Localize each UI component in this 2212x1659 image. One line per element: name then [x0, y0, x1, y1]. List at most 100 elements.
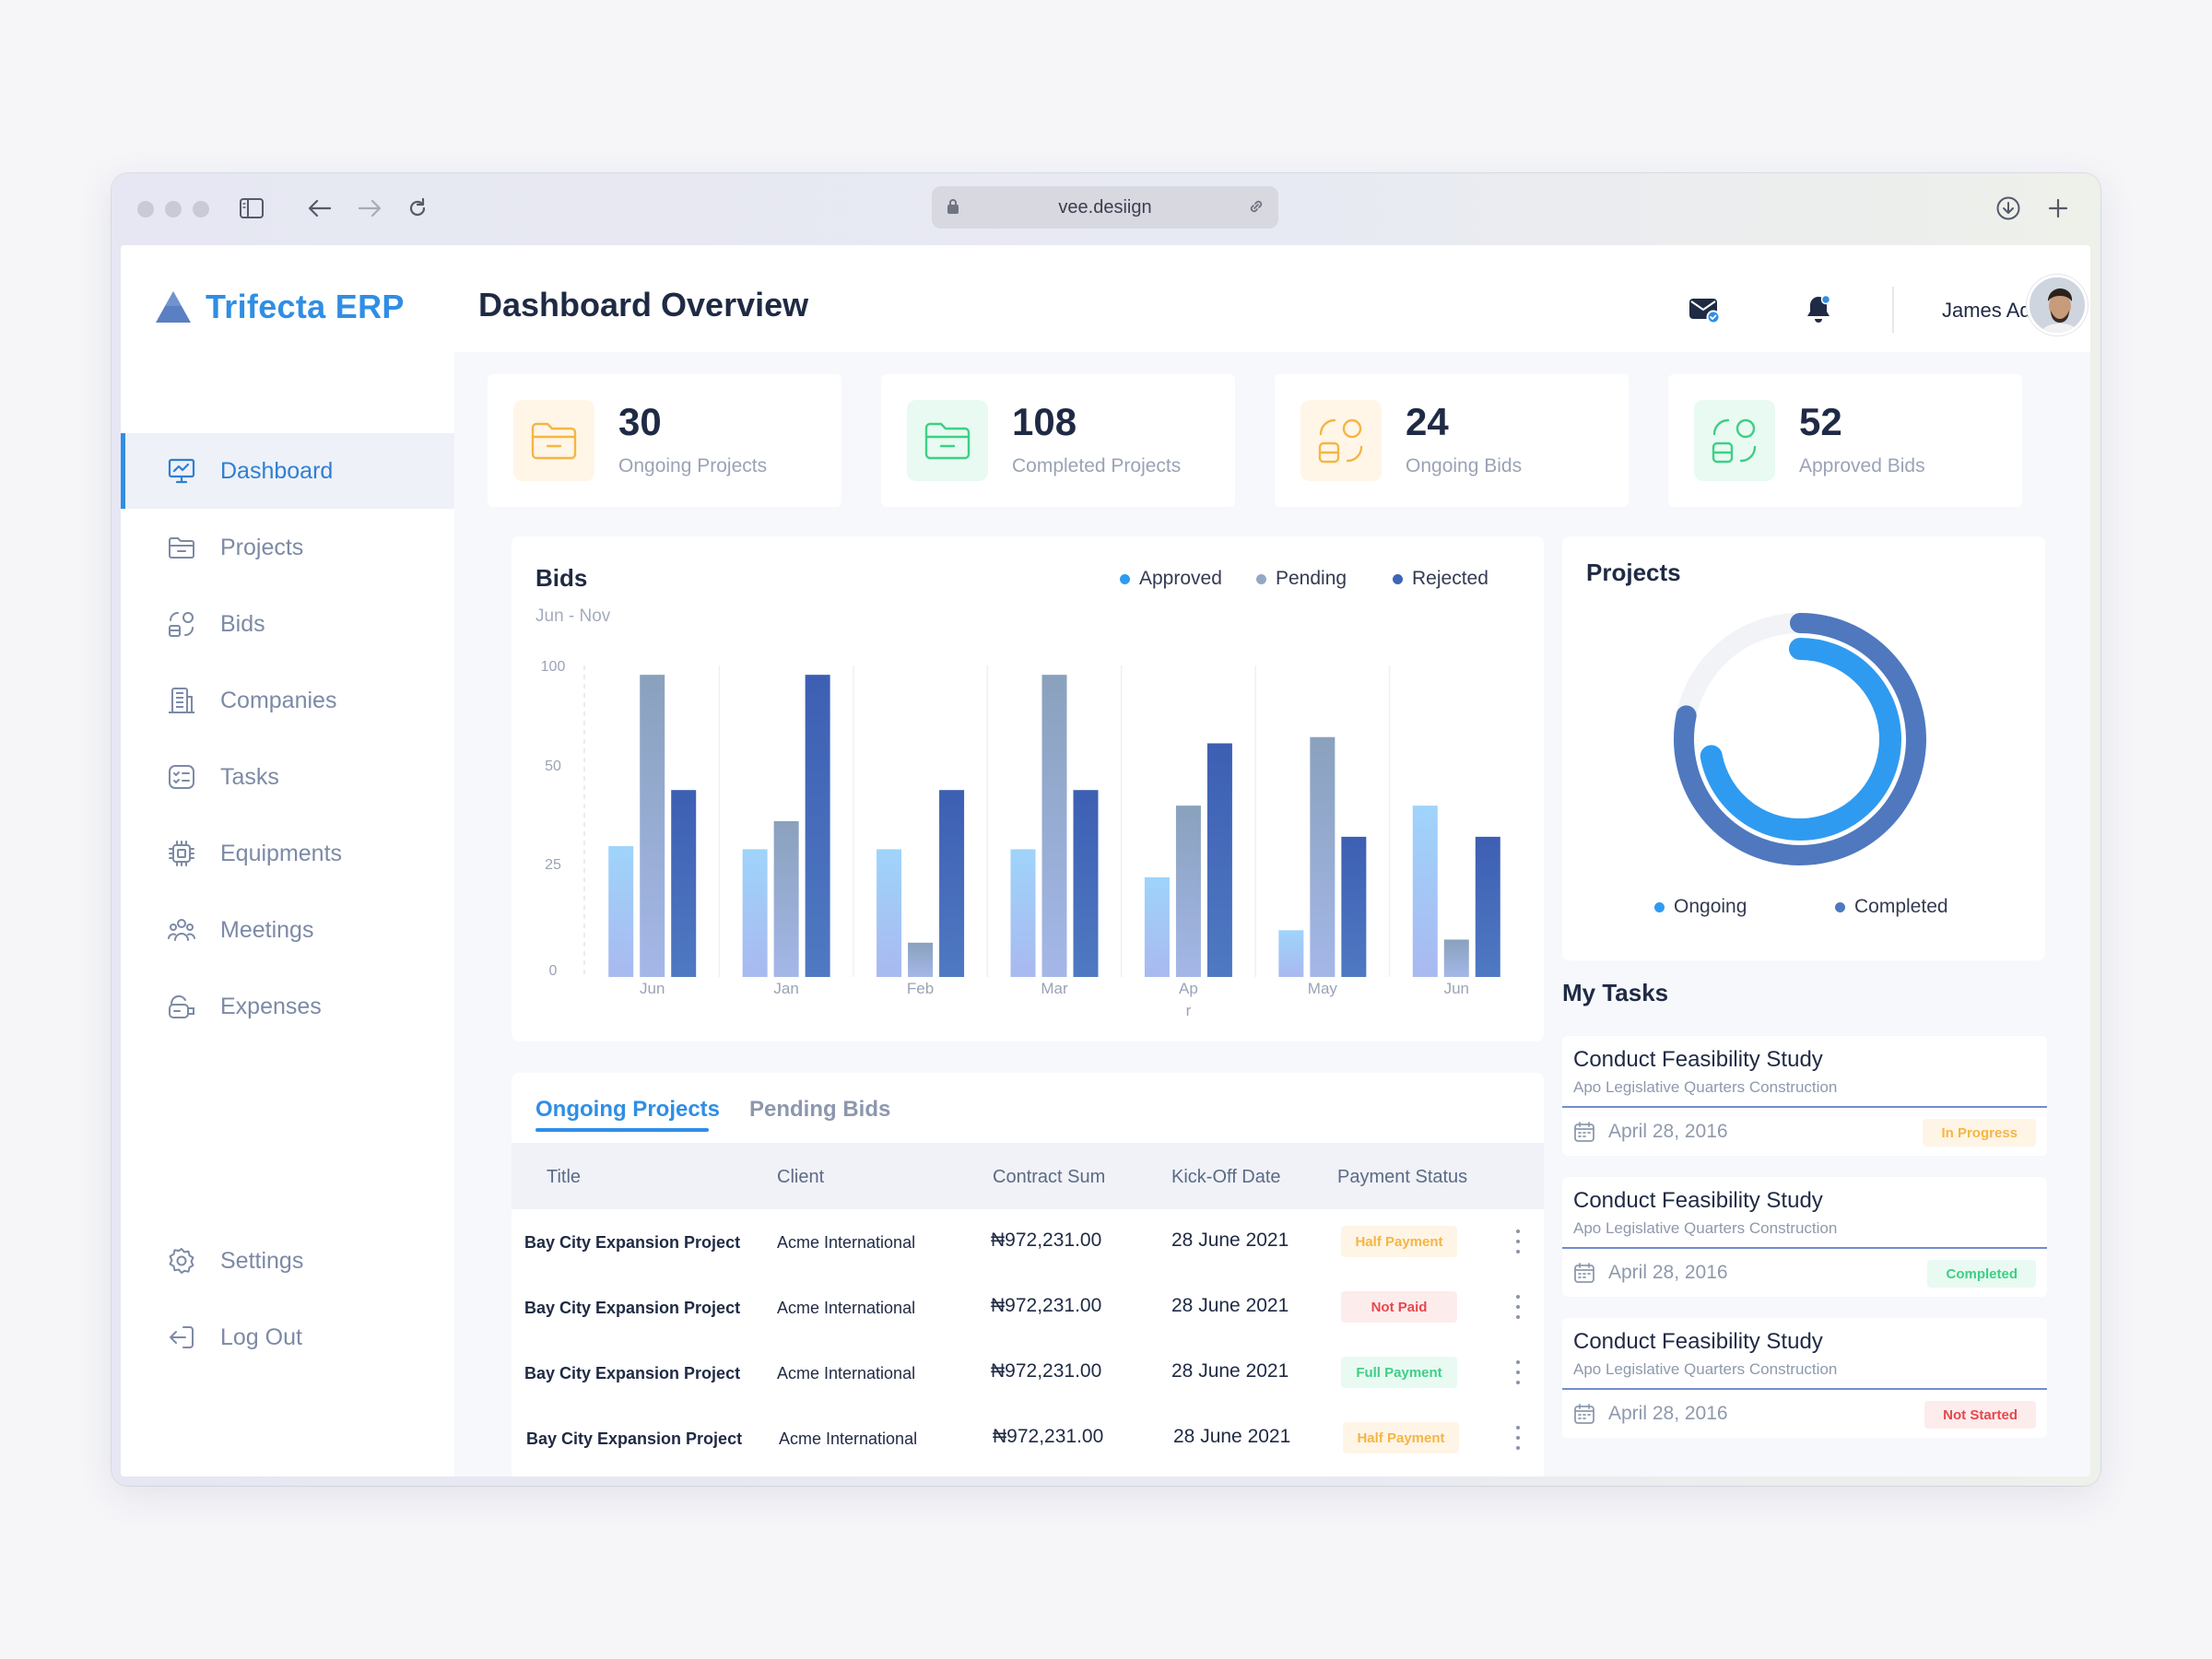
download-icon[interactable]	[1994, 194, 2023, 223]
sidebar-item-label: Bids	[220, 610, 265, 637]
sidebar-item-logout[interactable]: Log Out	[121, 1300, 454, 1375]
sidebar-item-dashboard[interactable]: Dashboard	[121, 433, 454, 509]
bell-icon[interactable]	[1800, 291, 1837, 328]
new-tab-icon[interactable]	[2043, 194, 2073, 223]
task-card[interactable]: Conduct Feasibility Study Apo Legislativ…	[1562, 1177, 2047, 1297]
row-menu-icon[interactable]	[1514, 1360, 1522, 1384]
sidebar-item-expenses[interactable]: Expenses	[121, 969, 454, 1044]
lock-icon	[947, 198, 959, 220]
sidebar-item-equipments[interactable]: Equipments	[121, 816, 454, 891]
bar-pending[interactable]	[1443, 939, 1469, 977]
sidebar-item-settings[interactable]: Settings	[121, 1223, 454, 1299]
cell-title: Bay City Expansion Project	[524, 1233, 741, 1252]
page-title: Dashboard Overview	[478, 286, 809, 324]
bar-approved[interactable]	[1144, 877, 1170, 977]
table-row[interactable]: Bay City Expansion Project Acme Internat…	[512, 1209, 1544, 1275]
x-tick-label: Ap	[1179, 980, 1198, 997]
task-subtitle: Apo Legislative Quarters Construction	[1573, 1219, 1838, 1237]
sidebar-item-bids[interactable]: Bids	[121, 586, 454, 662]
donut-arc-completed[interactable]	[1674, 613, 1926, 865]
x-tick-label: r	[1186, 1002, 1192, 1019]
sidebar-item-tasks[interactable]: Tasks	[121, 739, 454, 815]
task-divider	[1562, 1388, 2047, 1390]
legend-item-ongoing[interactable]: Ongoing	[1654, 896, 1747, 918]
stat-card-completed-projects[interactable]: 108 Completed Projects	[881, 374, 1235, 507]
legend-item-rejected[interactable]: Rejected	[1393, 568, 1488, 590]
bar-rejected[interactable]	[939, 790, 965, 977]
stat-card-approved-bids[interactable]: 52 Approved Bids	[1668, 374, 2022, 507]
cell-title: Bay City Expansion Project	[526, 1430, 743, 1448]
bar-rejected[interactable]	[1475, 836, 1500, 977]
column-header-contract-sum[interactable]: Contract Sum	[993, 1167, 1106, 1187]
cell-kickoff-date: 28 June 2021	[1171, 1230, 1289, 1251]
donut-arc-ongoing[interactable]	[1700, 638, 1901, 841]
minimize-window-button[interactable]	[165, 201, 182, 218]
bar-pending[interactable]	[1175, 806, 1201, 977]
stat-card-ongoing-projects[interactable]: 30 Ongoing Projects	[488, 374, 841, 507]
address-bar[interactable]: vee.desiign	[932, 186, 1278, 229]
bar-approved[interactable]	[877, 849, 902, 977]
bar-rejected[interactable]	[805, 675, 830, 977]
sidebar-item-label: Projects	[220, 534, 304, 560]
bar-rejected[interactable]	[1073, 790, 1099, 977]
brand-logo[interactable]: Trifecta ERP	[154, 288, 405, 326]
legend-swatch	[1654, 901, 1665, 912]
bar-approved[interactable]	[1412, 806, 1438, 977]
bar-approved[interactable]	[742, 849, 768, 977]
bar-rejected[interactable]	[671, 790, 697, 977]
sidebar-item-meetings[interactable]: Meetings	[121, 892, 454, 968]
row-menu-icon[interactable]	[1514, 1230, 1522, 1253]
legend-swatch	[1256, 573, 1266, 584]
task-card[interactable]: Conduct Feasibility Study Apo Legislativ…	[1562, 1036, 2047, 1156]
sidebar-item-projects[interactable]: Projects	[121, 510, 454, 585]
reload-icon[interactable]	[403, 194, 432, 223]
bar-pending[interactable]	[1041, 675, 1067, 977]
y-tick-label: 50	[545, 759, 561, 774]
back-arrow-icon[interactable]	[305, 194, 335, 223]
bar-pending[interactable]	[640, 675, 665, 977]
task-card[interactable]: Conduct Feasibility Study Apo Legislativ…	[1562, 1318, 2047, 1438]
sidebar-item-label: Log Out	[220, 1324, 302, 1350]
bar-rejected[interactable]	[1341, 836, 1367, 977]
sidebar-item-label: Meetings	[220, 916, 314, 943]
bar-approved[interactable]	[1278, 930, 1304, 977]
legend-item-approved[interactable]: Approved	[1120, 568, 1222, 590]
bar-pending[interactable]	[773, 821, 799, 977]
top-header: Dashboard Overview James Adebola	[454, 245, 2090, 352]
sidebar-toggle-icon[interactable]	[237, 194, 266, 223]
table-row[interactable]: Bay City Expansion Project Acme Internat…	[512, 1340, 1544, 1406]
x-tick-label: May	[1308, 980, 1338, 997]
bar-rejected[interactable]	[1206, 743, 1232, 978]
column-header-client[interactable]: Client	[777, 1167, 825, 1187]
sidebar-item-companies[interactable]: Companies	[121, 663, 454, 738]
close-window-button[interactable]	[137, 201, 154, 218]
row-menu-icon[interactable]	[1514, 1426, 1522, 1450]
table-row[interactable]: Bay City Expansion Project Acme Internat…	[512, 1275, 1544, 1340]
link-icon[interactable]	[1247, 197, 1265, 221]
tab-ongoing-projects[interactable]: Ongoing Projects	[535, 1097, 721, 1122]
task-list-icon	[165, 760, 198, 794]
bar-approved[interactable]	[608, 846, 634, 977]
legend-label: Ongoing	[1674, 896, 1747, 917]
stat-card-ongoing-bids[interactable]: 24 Ongoing Bids	[1275, 374, 1629, 507]
legend-swatch	[1393, 573, 1403, 584]
calendar-icon	[1573, 1262, 1595, 1284]
column-header-kickoff-date[interactable]: Kick-Off Date	[1171, 1167, 1281, 1187]
row-menu-icon[interactable]	[1514, 1295, 1522, 1319]
sidebar-item-label: Equipments	[220, 840, 343, 866]
column-header-payment-status[interactable]: Payment Status	[1337, 1167, 1468, 1187]
mail-icon[interactable]	[1686, 291, 1723, 328]
bar-pending[interactable]	[908, 942, 934, 977]
table-row[interactable]: Bay City Expansion Project Acme Internat…	[512, 1406, 1544, 1471]
tab-pending-bids[interactable]: Pending Bids	[749, 1097, 891, 1122]
forward-arrow-icon[interactable]	[355, 194, 384, 223]
column-header-title[interactable]: Title	[547, 1167, 582, 1187]
legend-item-completed[interactable]: Completed	[1835, 896, 1948, 918]
avatar[interactable]	[2027, 275, 2088, 335]
maximize-window-button[interactable]	[193, 201, 209, 218]
stat-label: Ongoing Bids	[1406, 455, 1523, 477]
cell-kickoff-date: 28 June 2021	[1171, 1360, 1289, 1382]
legend-item-pending[interactable]: Pending	[1256, 568, 1347, 590]
bar-approved[interactable]	[1010, 849, 1036, 977]
bar-pending[interactable]	[1310, 736, 1335, 977]
